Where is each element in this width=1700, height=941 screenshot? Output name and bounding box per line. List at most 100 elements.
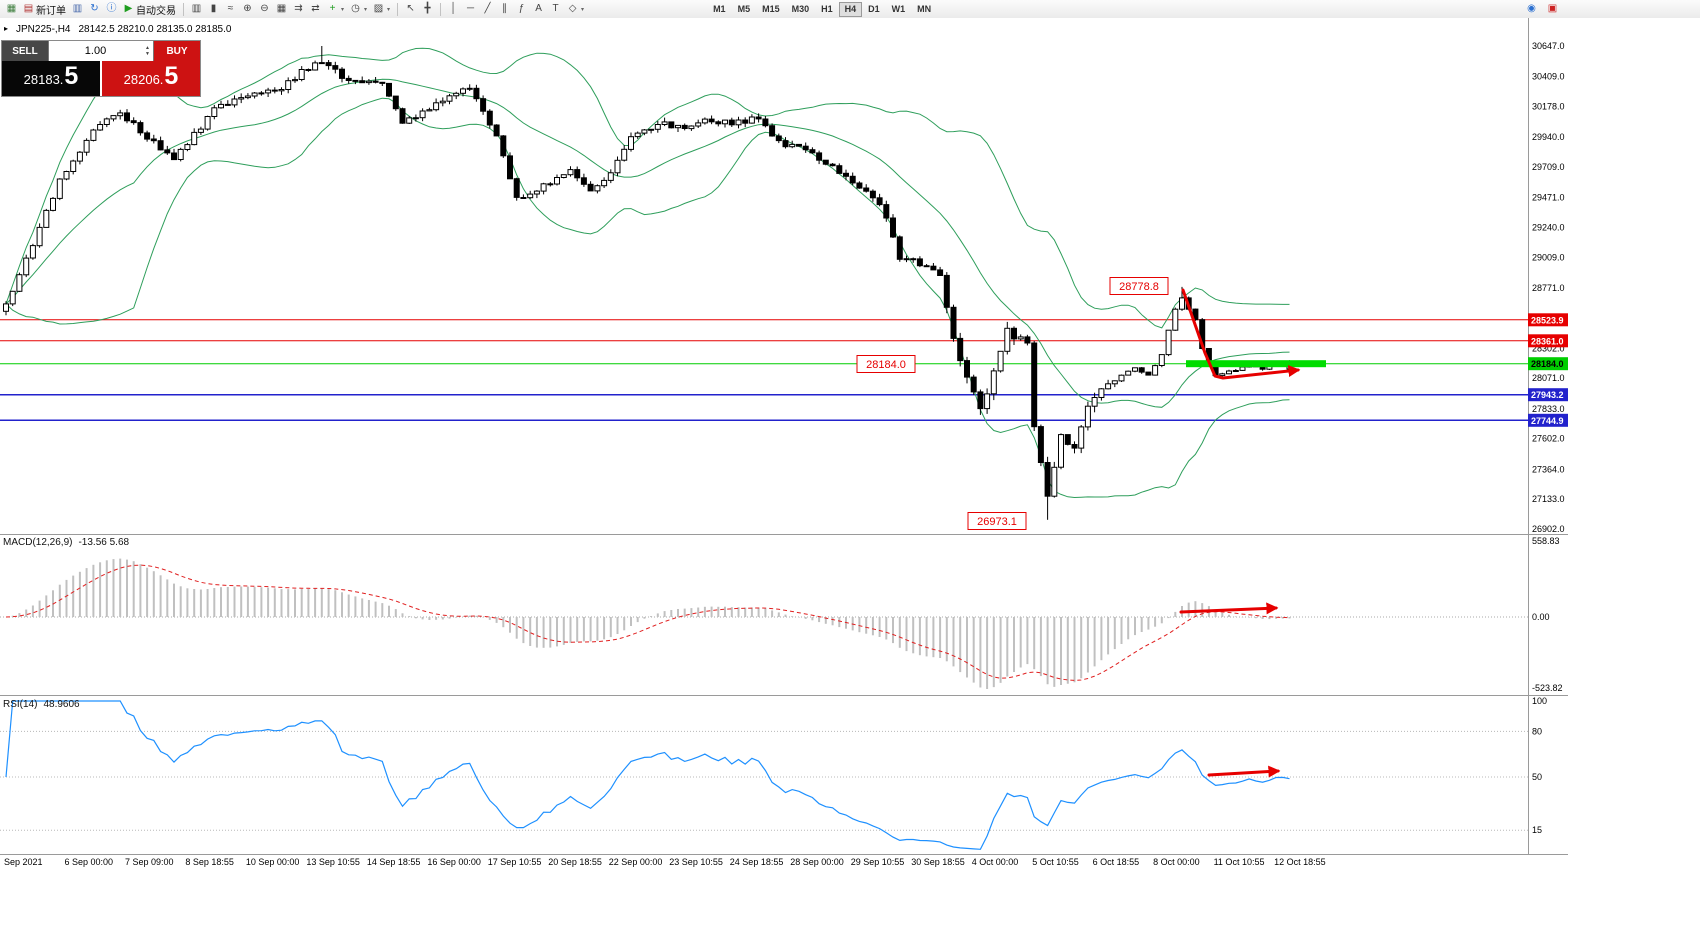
sell-price-main: 28183. xyxy=(23,72,64,87)
indicators-button[interactable]: + ▾ xyxy=(324,1,347,17)
new-chart-icon-glyph: ▦ xyxy=(6,3,17,14)
autotrading-button-glyph: ▶ xyxy=(124,3,133,14)
auto-scroll-icon[interactable]: ⇉ xyxy=(290,1,307,17)
price-tick-label: 28302.0 xyxy=(1532,343,1565,353)
price-axis-badge xyxy=(1528,388,1568,402)
crosshair-icon[interactable]: ╋ xyxy=(419,1,436,17)
text-icon[interactable]: A xyxy=(530,1,547,17)
candlestick-chart-icon[interactable]: ▮ xyxy=(205,1,222,17)
buy-price-button[interactable]: 28206. 5 xyxy=(100,61,200,96)
community-icon[interactable]: ◉ xyxy=(1523,1,1540,17)
info-icon[interactable]: ⓘ xyxy=(103,1,120,17)
chart-canvas[interactable]: 30647.0 30409.0 30178.0 29940.0 29709.0 29471… xyxy=(0,18,1568,941)
price-tick-label: 29009.0 xyxy=(1532,252,1565,262)
time-tick-label: 28 Sep 00:00 xyxy=(790,857,844,867)
rsi-trend-arrow[interactable] xyxy=(1207,765,1281,778)
price-callout-box[interactable] xyxy=(856,355,916,373)
sell-button[interactable]: SELL xyxy=(2,41,48,61)
macd-indicator-label: MACD(12,26,9) -13.56 5.68 xyxy=(3,537,129,548)
price-tick-label: 27602.0 xyxy=(1532,434,1565,444)
rsi-indicator-label: RSI(14) 48.9606 xyxy=(3,699,80,710)
svg-text:28361.0: 28361.0 xyxy=(1531,336,1564,346)
timeframe-m15-button[interactable]: M15 xyxy=(756,2,786,17)
sell-price-button[interactable]: 28183. 5 xyxy=(2,61,100,96)
arrows-tool-button-glyph: ◇ xyxy=(568,3,577,14)
svg-text:28184.0: 28184.0 xyxy=(1531,359,1564,369)
caret-down-icon: ▾ xyxy=(341,6,345,13)
time-tick-label: 14 Sep 18:55 xyxy=(367,857,421,867)
autotrading-button[interactable]: ▶ 自动交易 xyxy=(120,1,179,17)
price-callout-box[interactable] xyxy=(1109,277,1169,295)
refresh-icon[interactable]: ↻ xyxy=(86,1,103,17)
arrows-tool-button[interactable]: ◇ ▾ xyxy=(564,1,587,17)
templates-button-glyph: ▨ xyxy=(373,3,384,14)
macd-trend-arrow[interactable] xyxy=(1179,602,1279,615)
time-tick-label: 17 Sep 10:55 xyxy=(488,857,542,867)
support-zone-bar[interactable] xyxy=(1186,360,1326,368)
toolbar: ▦ ▤ 新订单 ▥ ↻ ⓘ ▶ 自动交易 ▥ ▮ ≈ ⊕ ⊖ ▦ ⇉ ⇄ + ▾ ◷ ▾ ▨ ▾ ↖ ╋ │ ─ ╱ ∥ ƒ A T ◇ ▾ M1… xyxy=(0,0,1700,19)
timeframe-d1-button[interactable]: D1 xyxy=(862,2,886,17)
time-tick-label: 24 Sep 18:55 xyxy=(730,857,784,867)
zoom-out-icon-glyph: ⊖ xyxy=(260,3,269,14)
cursor-icon-glyph: ↖ xyxy=(406,3,415,14)
spinner-down-icon[interactable]: ▼ xyxy=(145,51,150,57)
timeframe-m30-button[interactable]: M30 xyxy=(786,2,816,17)
bar-chart-icon[interactable]: ▥ xyxy=(188,1,205,17)
rsi-line xyxy=(5,700,1290,850)
trade-panel-toggle-icon[interactable]: ▸ xyxy=(4,24,9,33)
horizontal-line-icon[interactable]: ─ xyxy=(462,1,479,17)
vertical-line-icon[interactable]: │ xyxy=(445,1,462,17)
bollinger-middle-band xyxy=(5,78,1290,408)
chart-shift-icon[interactable]: ⇄ xyxy=(307,1,324,17)
profiles-icon[interactable]: ▥ xyxy=(69,1,86,17)
spinner-up-icon[interactable]: ▲ xyxy=(145,45,150,51)
price-tick-label: 27833.0 xyxy=(1532,404,1565,414)
tile-windows-icon[interactable]: ▦ xyxy=(273,1,290,17)
text-label-icon[interactable]: T xyxy=(547,1,564,17)
timeframe-w1-button[interactable]: W1 xyxy=(886,2,912,17)
time-tick-label: 16 Sep 00:00 xyxy=(427,857,481,867)
toolbar-separator xyxy=(440,2,442,16)
fibonacci-icon[interactable]: ƒ xyxy=(513,1,530,17)
axes: 30647.0 30409.0 30178.0 29940.0 29709.0 29471… xyxy=(0,18,1568,867)
line-chart-icon[interactable]: ≈ xyxy=(222,1,239,17)
time-tick-label: 29 Sep 10:55 xyxy=(851,857,905,867)
price-callout-box[interactable] xyxy=(967,512,1027,530)
price-axis-badges: 28523.9 28361.0 28184.0 27943.2 27744.9 xyxy=(1528,313,1568,427)
timeframe-mn-button[interactable]: MN xyxy=(911,2,937,17)
price-tick-label: 28771.0 xyxy=(1532,283,1565,293)
rsi-panel xyxy=(0,700,1528,850)
community-icon-glyph: ◉ xyxy=(1527,3,1536,14)
chart-window: 30647.0 30409.0 30178.0 29940.0 29709.0 29471… xyxy=(0,18,1700,941)
caret-down-icon: ▾ xyxy=(387,6,391,13)
time-tick-label: 4 Oct 00:00 xyxy=(972,857,1019,867)
trade-panel-controls: SELL 1.00 ▲ ▼ BUY xyxy=(2,41,200,61)
rsi-tick-label: 100 xyxy=(1532,696,1547,706)
periods-button[interactable]: ◷ ▾ xyxy=(347,1,370,17)
time-tick-label: 23 Sep 10:55 xyxy=(669,857,723,867)
timeframe-h4-button[interactable]: H4 xyxy=(838,1,863,17)
cursor-icon[interactable]: ↖ xyxy=(402,1,419,17)
bollinger-upper-band xyxy=(5,47,1290,329)
price-tick-label: 29471.0 xyxy=(1532,193,1565,203)
new-chart-icon[interactable]: ▦ xyxy=(3,1,20,17)
macd-signal-line xyxy=(5,564,1290,681)
main-trend-arrow[interactable] xyxy=(1181,288,1301,380)
templates-button[interactable]: ▨ ▾ xyxy=(370,1,393,17)
equidistant-channel-icon[interactable]: ∥ xyxy=(496,1,513,17)
volume-input[interactable]: 1.00 ▲ ▼ xyxy=(48,41,154,61)
zoom-out-icon[interactable]: ⊖ xyxy=(256,1,273,17)
zoom-in-icon[interactable]: ⊕ xyxy=(239,1,256,17)
live-update-icon[interactable]: ▣ xyxy=(1544,1,1561,17)
trendline-icon[interactable]: ╱ xyxy=(479,1,496,17)
info-icon-glyph: ⓘ xyxy=(106,3,117,14)
price-axis-badge xyxy=(1528,313,1568,327)
time-tick-label: 6 Oct 18:55 xyxy=(1093,857,1140,867)
timeframe-m5-button[interactable]: M5 xyxy=(732,2,757,17)
new-order-button[interactable]: ▤ 新订单 xyxy=(20,1,69,17)
buy-button[interactable]: BUY xyxy=(154,41,200,61)
text-icon-glyph: A xyxy=(535,3,542,14)
timeframe-h1-button[interactable]: H1 xyxy=(815,2,839,17)
timeframe-m1-button[interactable]: M1 xyxy=(707,2,732,17)
volume-spinner[interactable]: ▲ ▼ xyxy=(142,45,153,57)
